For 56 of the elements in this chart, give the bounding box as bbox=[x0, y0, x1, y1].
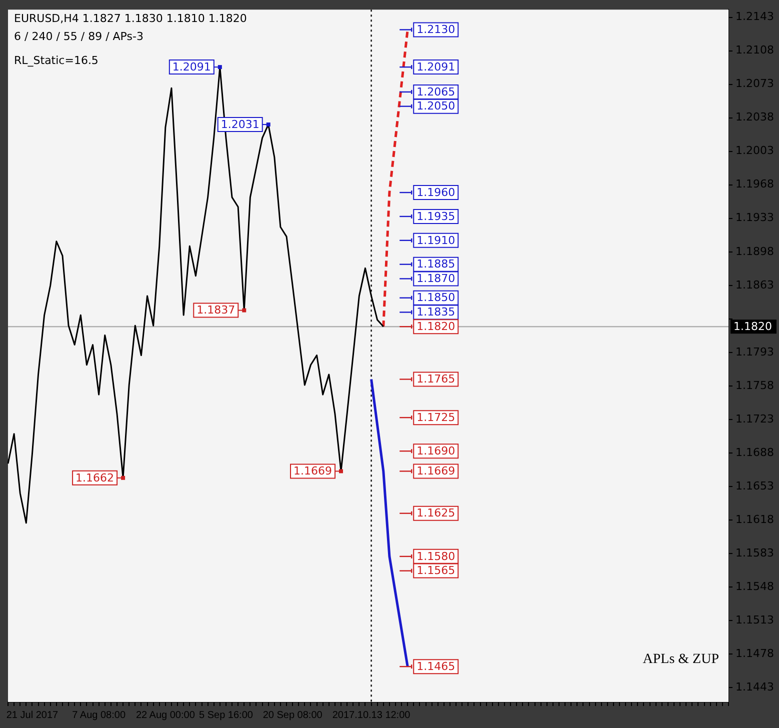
ref-line-label: 1.1465 bbox=[416, 660, 456, 673]
ref-line-label: 1.1669 bbox=[416, 464, 456, 478]
ref-line-label: 1.1765 bbox=[416, 372, 456, 386]
data-label: 1.1837 bbox=[196, 304, 236, 317]
y-tick-label: 1.1618 bbox=[736, 512, 774, 526]
ref-line-label: 1.1870 bbox=[416, 272, 456, 286]
x-tick-label: 22 Aug 00:00 bbox=[136, 710, 196, 721]
y-tick-label: 1.1443 bbox=[736, 680, 774, 694]
text: 6 / 240 / 55 / 89 / APs-3 bbox=[14, 30, 144, 43]
data-label: 1.2031 bbox=[220, 118, 260, 131]
y-tick-label: 1.2143 bbox=[736, 10, 774, 24]
ref-line-label: 1.1580 bbox=[416, 550, 456, 563]
y-tick-label: 1.2038 bbox=[736, 110, 774, 124]
y-tick-label: 1.1478 bbox=[736, 646, 774, 660]
y-tick-label: 1.1688 bbox=[736, 446, 774, 459]
y-tick-label: 1.1653 bbox=[736, 479, 774, 492]
chart-title: EURUSD,H4 1.1827 1.1830 1.1810 1.1820 bbox=[14, 12, 247, 25]
x-tick-label: 7 Aug 08:00 bbox=[72, 710, 126, 721]
ref-line-label: 1.1725 bbox=[416, 410, 456, 424]
ref-line-label: 1.1850 bbox=[416, 291, 456, 304]
ref-line-label: 1.2091 bbox=[416, 60, 456, 74]
ref-line-label: 1.1565 bbox=[416, 564, 456, 578]
ref-line-label: 1.1835 bbox=[416, 306, 456, 319]
y-tick-label: 1.2108 bbox=[736, 44, 774, 57]
ref-line-label: 1.2050 bbox=[416, 100, 456, 113]
ref-line-label: 1.1820 bbox=[734, 320, 772, 333]
ref-line-label: 1.1935 bbox=[416, 210, 456, 223]
y-tick-label: 1.1933 bbox=[736, 211, 774, 224]
y-tick-label: 1.1758 bbox=[736, 378, 774, 392]
annotation: RL_Static=16.5 bbox=[14, 54, 98, 67]
ref-line-label: 1.1910 bbox=[416, 234, 456, 247]
ref-line-label: 1.1960 bbox=[416, 186, 456, 199]
y-tick-label: 1.1793 bbox=[736, 345, 774, 358]
data-label: 1.1669 bbox=[294, 464, 332, 478]
x-tick-label: 21 Jul 2017 bbox=[6, 710, 59, 721]
x-tick-label: 5 Sep 16:00 bbox=[199, 710, 254, 721]
y-tick-label: 1.1513 bbox=[736, 613, 774, 626]
ref-line-label: 1.1625 bbox=[416, 506, 456, 520]
y-tick-label: 1.1863 bbox=[736, 278, 774, 292]
data-label: 1.2091 bbox=[172, 60, 211, 74]
ref-line-label: 1.1885 bbox=[416, 258, 456, 271]
x-tick-label: 20 Sep 08:00 bbox=[262, 710, 323, 721]
y-tick-label: 1.1898 bbox=[736, 244, 774, 258]
y-tick-label: 1.1723 bbox=[736, 412, 774, 426]
ref-line-label: 1.1820 bbox=[416, 320, 456, 333]
ref-line-label: 1.2130 bbox=[416, 23, 456, 36]
ref-line-label: 1.2065 bbox=[416, 85, 456, 98]
ref-line-label: 1.1690 bbox=[416, 444, 456, 458]
x-tick-label: 2017.10.13 12:00 bbox=[332, 710, 411, 721]
y-tick-label: 1.2073 bbox=[736, 77, 774, 90]
y-tick-label: 1.1968 bbox=[736, 178, 774, 191]
y-tick-label: 1.1548 bbox=[736, 580, 774, 593]
y-tick-label: 1.1583 bbox=[736, 546, 774, 560]
data-label: 1.1662 bbox=[76, 471, 114, 484]
annotation: APLs & ZUP bbox=[642, 652, 719, 668]
y-tick-label: 1.2003 bbox=[736, 144, 774, 158]
